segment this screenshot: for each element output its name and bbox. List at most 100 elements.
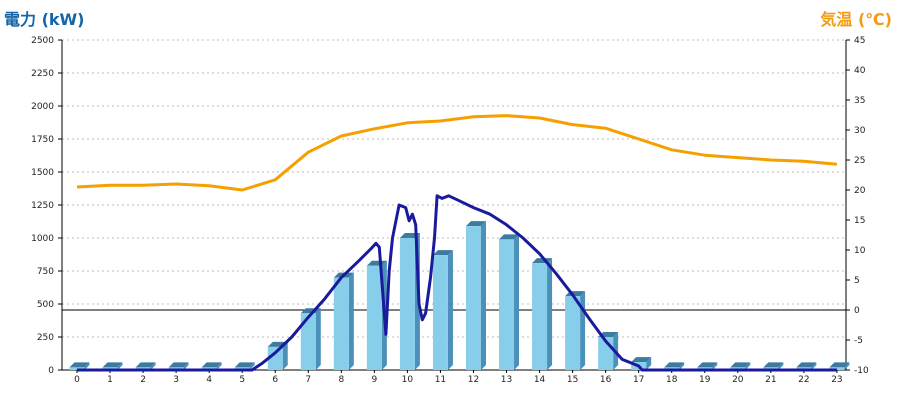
- x-tick-label: 22: [798, 375, 809, 385]
- bar: [333, 277, 349, 370]
- bar: [829, 367, 845, 370]
- right-tick-label: 40: [854, 66, 866, 76]
- left-tick-label: 2250: [31, 69, 54, 79]
- bar-side: [348, 272, 354, 370]
- bar-side: [84, 362, 90, 370]
- bar: [499, 239, 515, 370]
- x-tick-label: 20: [732, 375, 744, 385]
- bar-top: [499, 234, 520, 240]
- bar-top: [631, 357, 652, 363]
- x-tick-label: 3: [173, 375, 179, 385]
- bar-side: [282, 341, 288, 370]
- bar-top: [829, 362, 850, 368]
- bar-top: [69, 362, 90, 368]
- bar-top: [763, 362, 784, 368]
- left-tick-label: 750: [37, 267, 54, 277]
- x-tick-label: 15: [567, 375, 578, 385]
- x-tick-label: 19: [699, 375, 711, 385]
- right-tick-label: 45: [854, 36, 865, 46]
- right-tick-label: 15: [854, 216, 865, 226]
- right-tick-label: 5: [854, 276, 860, 286]
- x-tick-label: 12: [468, 375, 479, 385]
- bar-side: [249, 362, 255, 370]
- bar-top: [465, 221, 486, 227]
- left-tick-label: 2000: [31, 102, 54, 112]
- temperature-line: [76, 114, 838, 192]
- bar-top: [102, 362, 123, 368]
- bar-side: [216, 362, 222, 370]
- bar: [432, 255, 448, 370]
- right-axis-title: 気温 (℃): [820, 10, 892, 29]
- bar: [532, 263, 548, 370]
- bar-top: [135, 362, 156, 368]
- x-tick-label: 5: [239, 375, 245, 385]
- bar: [465, 226, 481, 370]
- x-tick-label: 21: [765, 375, 776, 385]
- power-line: [77, 194, 837, 372]
- x-tick-label: 9: [371, 375, 377, 385]
- bar-side: [712, 362, 718, 370]
- x-tick-label: 11: [435, 375, 446, 385]
- bar-side: [547, 258, 553, 370]
- right-tick-label: 0: [854, 306, 860, 316]
- x-tick-label: 23: [831, 375, 842, 385]
- x-tick-label: 17: [633, 375, 644, 385]
- x-tick-label: 1: [107, 375, 113, 385]
- x-tick-label: 8: [338, 375, 344, 385]
- bar-side: [150, 362, 156, 370]
- bar: [399, 238, 415, 370]
- bar-side: [745, 362, 751, 370]
- left-axis-title: 電力 (kW): [4, 10, 85, 29]
- bar-side: [514, 234, 520, 370]
- x-tick-label: 13: [501, 375, 512, 385]
- right-tick-label: -10: [854, 366, 869, 376]
- x-tick-label: 0: [74, 375, 80, 385]
- bar-top: [796, 362, 817, 368]
- left-tick-label: 1750: [31, 135, 54, 145]
- bar-side: [315, 308, 321, 370]
- x-tick-label: 2: [140, 375, 146, 385]
- bar-side: [480, 221, 486, 370]
- left-tick-label: 500: [37, 300, 54, 310]
- x-tick-label: 18: [666, 375, 678, 385]
- right-tick-label: 30: [854, 126, 866, 136]
- right-tick-label: 20: [854, 186, 866, 196]
- right-tick-label: 25: [854, 156, 865, 166]
- bar-side: [844, 362, 850, 370]
- x-tick-label: 6: [272, 375, 278, 385]
- x-tick-label: 10: [402, 375, 414, 385]
- bar: [267, 346, 283, 370]
- x-tick-label: 16: [600, 375, 612, 385]
- left-tick-label: 1250: [31, 201, 54, 211]
- bar-top: [234, 362, 255, 368]
- x-tick-label: 14: [534, 375, 546, 385]
- right-tick-label: 10: [854, 246, 866, 256]
- x-tick-label: 4: [206, 375, 212, 385]
- bar-side: [117, 362, 123, 370]
- bar-side: [447, 250, 453, 370]
- bar-side: [580, 291, 586, 370]
- left-tick-label: 0: [48, 366, 54, 376]
- left-tick-label: 250: [37, 333, 54, 343]
- left-tick-label: 1500: [31, 168, 54, 178]
- right-tick-label: -5: [854, 336, 863, 346]
- bar-side: [646, 357, 652, 370]
- bar: [366, 265, 382, 370]
- x-tick-label: 7: [305, 375, 311, 385]
- bar-top: [432, 250, 453, 256]
- bar-top: [201, 362, 222, 368]
- bar-side: [679, 362, 685, 370]
- bar-side: [183, 362, 189, 370]
- bar-top: [730, 362, 751, 368]
- bar: [300, 313, 316, 370]
- left-tick-label: 1000: [31, 234, 54, 244]
- bar-top: [697, 362, 718, 368]
- bar-top: [664, 362, 685, 368]
- left-tick-label: 2500: [31, 36, 54, 46]
- bar-side: [778, 362, 784, 370]
- bar-side: [811, 362, 817, 370]
- right-tick-label: 35: [854, 96, 865, 106]
- bar-top: [168, 362, 189, 368]
- bar: [565, 296, 581, 370]
